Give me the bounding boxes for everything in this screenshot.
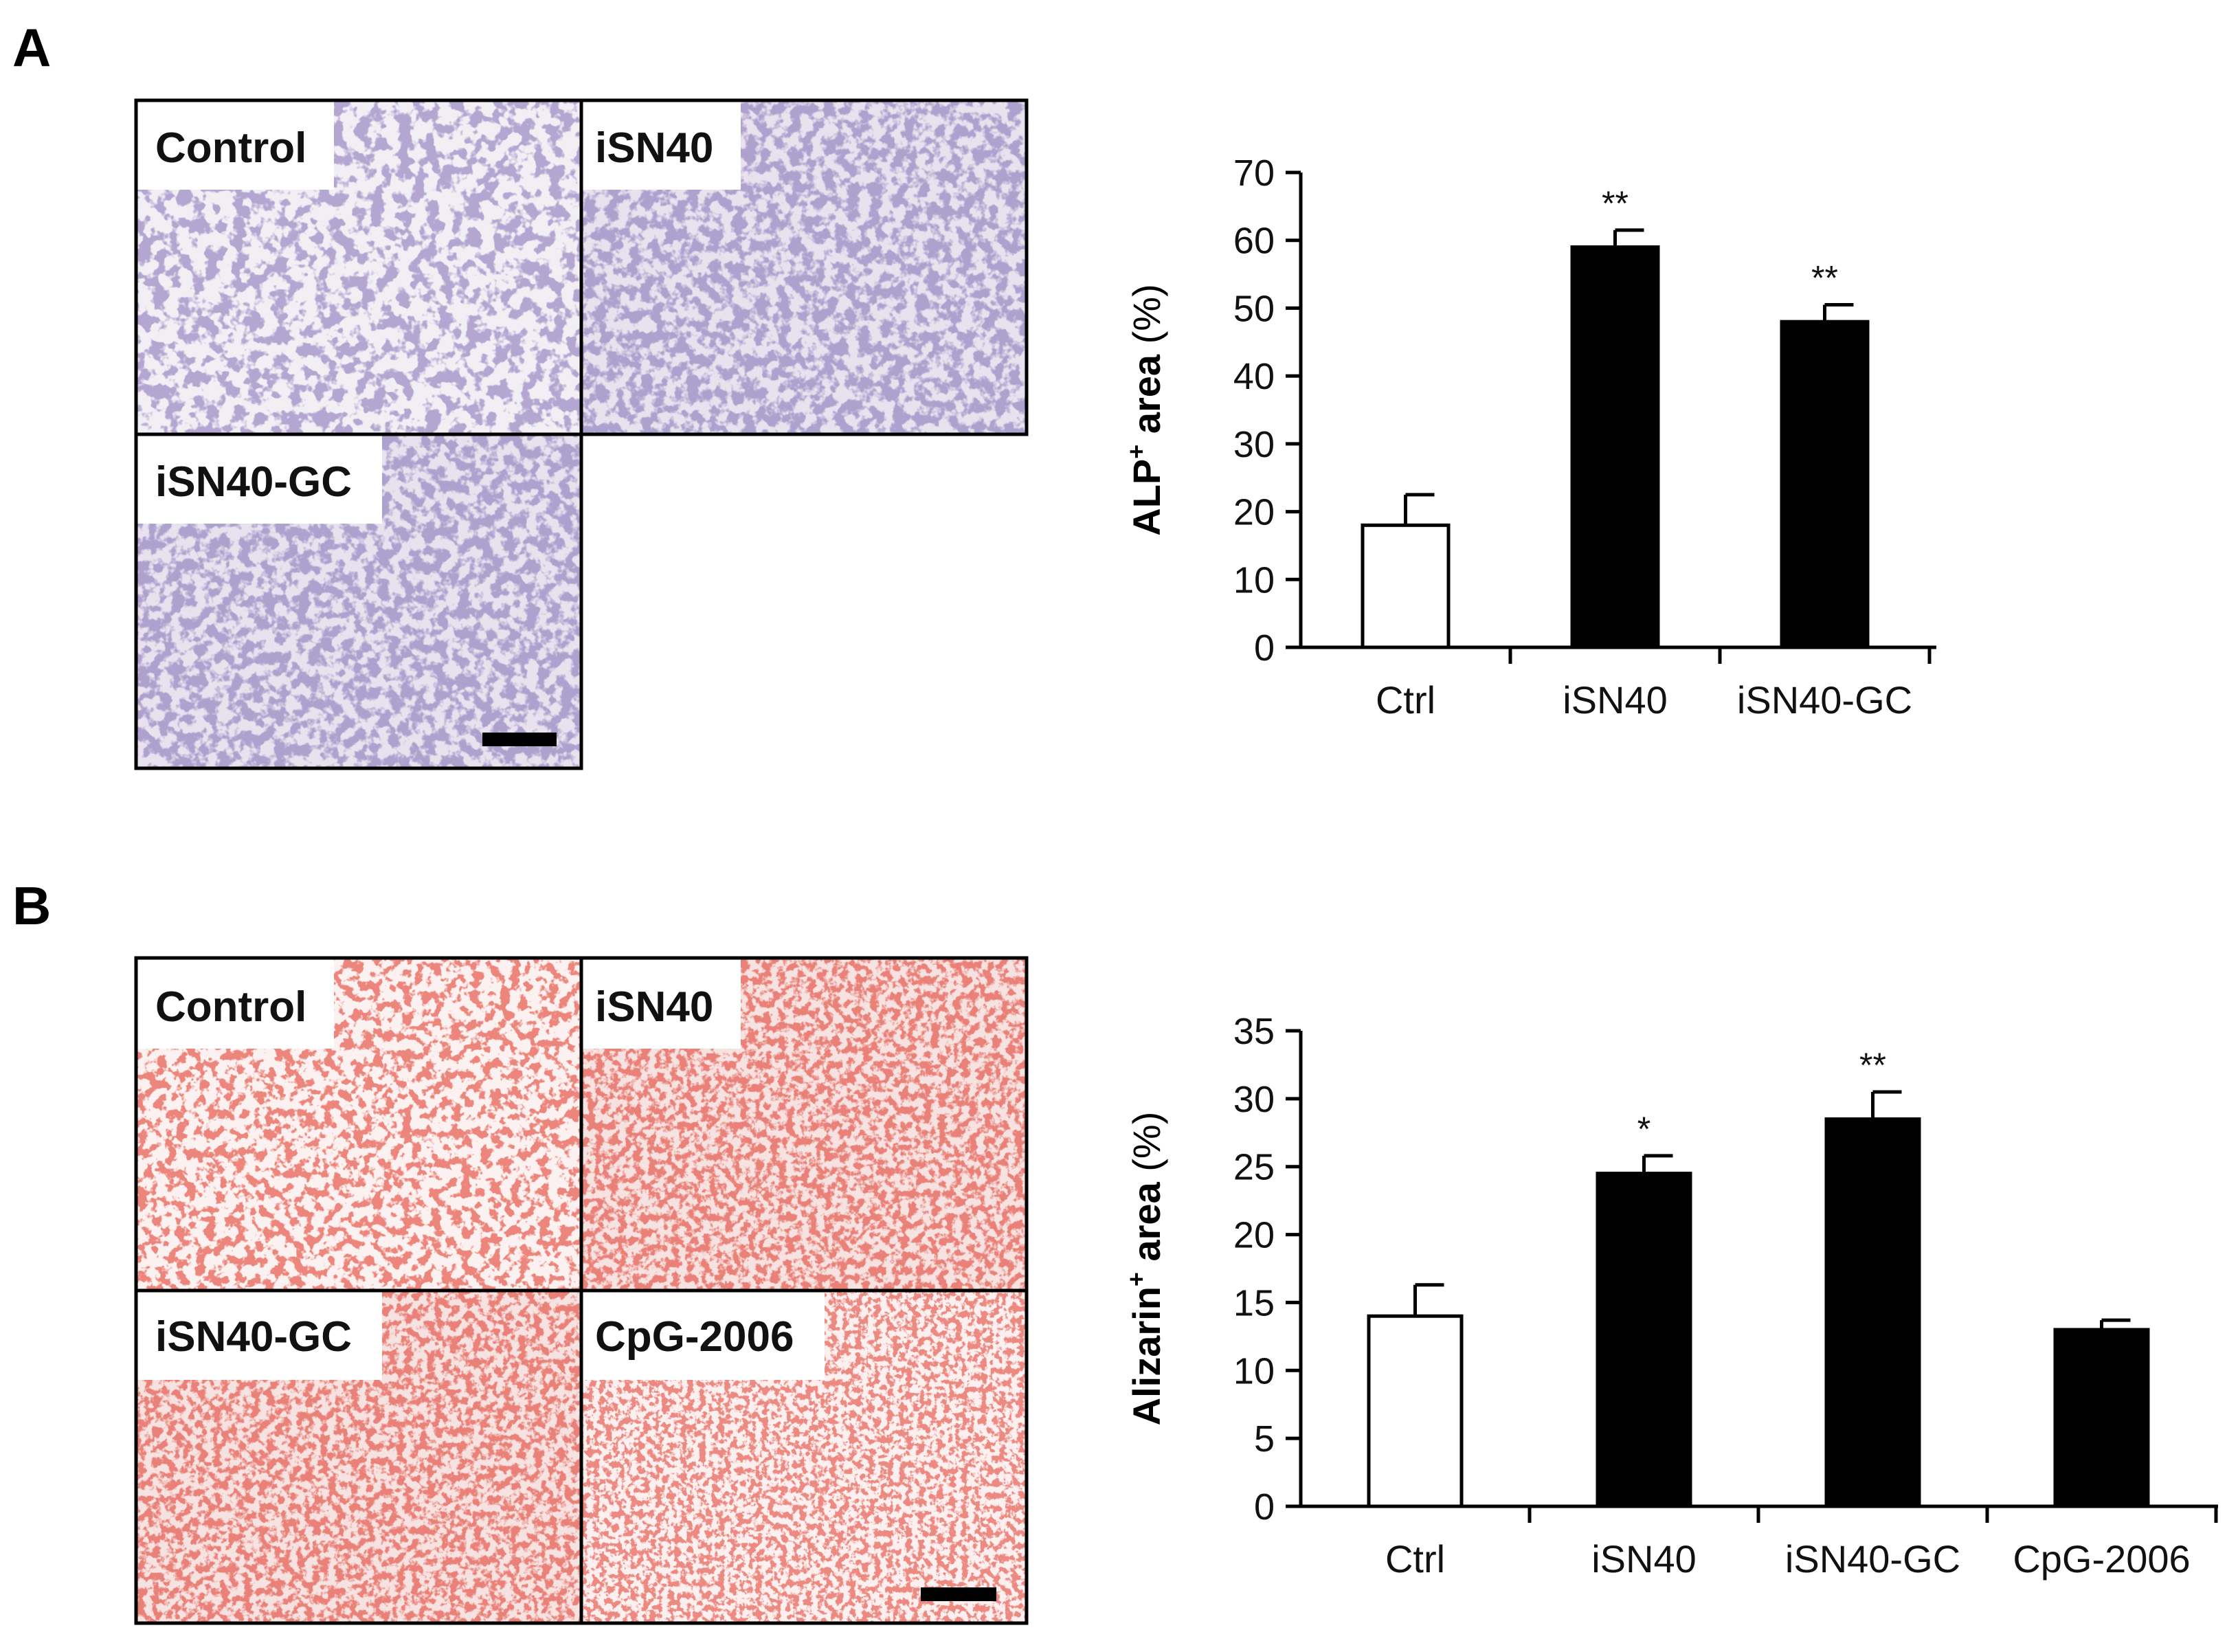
micrograph-b-isn40: iSN40 bbox=[581, 958, 1027, 1291]
y-tick-label: 30 bbox=[1233, 424, 1275, 465]
micrograph-a-isn40-gc: iSN40-GC bbox=[136, 434, 581, 768]
chart-alizarin-area: 0 5 10 15 20 25 30 35 Ctrl * iSN40 ** iSN40-GC CpG-20… bbox=[1122, 1011, 2218, 1581]
x-category-label: iSN40 bbox=[1563, 678, 1668, 722]
significance-label: ** bbox=[1859, 1046, 1886, 1084]
bar-ctrl bbox=[1367, 1314, 1464, 1508]
micrograph-a-control: Control bbox=[136, 100, 581, 434]
y-tick-label: 25 bbox=[1233, 1147, 1275, 1188]
scale-bar bbox=[482, 733, 557, 746]
panel-letter-a: A bbox=[12, 17, 51, 78]
y-axis-label: ALP+ area (%) bbox=[1122, 284, 1168, 535]
bar-ctrl bbox=[1361, 523, 1451, 649]
y-tick-label: 15 bbox=[1233, 1282, 1275, 1324]
micrograph-a-isn40: iSN40 bbox=[581, 100, 1027, 434]
chart-alp-area: 0 10 20 30 40 50 60 70 Ctrl ** iSN40 ** iSN40-GC ALP+… bbox=[1122, 153, 1936, 722]
x-category-label: iSN40-GC bbox=[1737, 678, 1912, 722]
micrograph-b-control: Control bbox=[136, 958, 581, 1291]
micrograph-b-cpg-2006: CpG-2006 bbox=[581, 1291, 1027, 1623]
panel-a-micrographs: Control iSN40 iSN40-GC bbox=[134, 98, 1029, 770]
y-tick-label: 5 bbox=[1254, 1418, 1275, 1460]
y-tick-label: 60 bbox=[1233, 221, 1275, 262]
bar-isn40 bbox=[1596, 1172, 1692, 1508]
bar-isn40 bbox=[1570, 245, 1660, 649]
micrograph-label: iSN40 bbox=[595, 124, 713, 172]
significance-label: ** bbox=[1811, 258, 1838, 297]
y-tick-label: 0 bbox=[1254, 1486, 1275, 1528]
micrograph-label: iSN40-GC bbox=[155, 458, 352, 506]
micrograph-b-isn40-gc: iSN40-GC bbox=[136, 1291, 581, 1623]
x-category-label: iSN40 bbox=[1591, 1537, 1697, 1581]
y-tick-label: 30 bbox=[1233, 1079, 1275, 1120]
bar-cpg-2006 bbox=[2053, 1328, 2150, 1508]
x-category-label: Ctrl bbox=[1376, 678, 1435, 722]
y-tick-label: 20 bbox=[1233, 1215, 1275, 1256]
scale-bar bbox=[921, 1587, 996, 1601]
micrograph-label: iSN40-GC bbox=[155, 1313, 352, 1361]
significance-label: ** bbox=[1602, 184, 1629, 223]
bar-isn40-gc bbox=[1824, 1117, 1921, 1508]
y-tick-label: 40 bbox=[1233, 356, 1275, 397]
y-tick-label: 20 bbox=[1233, 492, 1275, 533]
y-tick-label: 10 bbox=[1233, 559, 1275, 601]
y-tick-label: 0 bbox=[1254, 627, 1275, 669]
micrograph-label: iSN40 bbox=[595, 983, 713, 1031]
y-tick-label: 10 bbox=[1233, 1350, 1275, 1392]
y-axis-label: Alizarin+ area (%) bbox=[1122, 1112, 1168, 1426]
y-tick-label: 70 bbox=[1233, 153, 1275, 194]
panel-b-micrographs: Control iSN40 iSN40-GC CpG-2006 bbox=[134, 956, 1029, 1625]
y-tick-label: 35 bbox=[1233, 1011, 1275, 1052]
micrograph-label: Control bbox=[155, 983, 306, 1031]
significance-label: * bbox=[1637, 1110, 1650, 1148]
micrograph-label: CpG-2006 bbox=[595, 1313, 794, 1361]
y-tick-label: 50 bbox=[1233, 288, 1275, 329]
panel-letter-b: B bbox=[12, 875, 51, 936]
x-category-label: CpG-2006 bbox=[2013, 1537, 2190, 1581]
micrograph-label: Control bbox=[155, 124, 306, 172]
bar-isn40-gc bbox=[1780, 320, 1870, 649]
x-category-label: iSN40-GC bbox=[1785, 1537, 1960, 1581]
x-category-label: Ctrl bbox=[1385, 1537, 1445, 1581]
